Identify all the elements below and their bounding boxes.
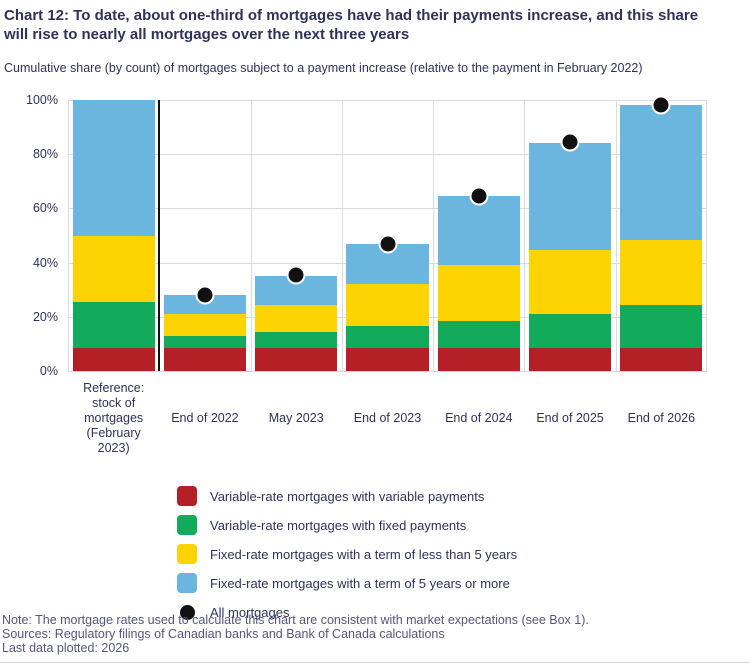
legend-color-swatch — [177, 573, 197, 593]
legend-item-0: Variable-rate mortgages with variable pa… — [177, 486, 517, 506]
x-label-5: End of 2025 — [536, 411, 604, 425]
column-separator-4 — [433, 100, 435, 371]
chart-title-line-2: will rise to nearly all mortgages over t… — [4, 26, 410, 43]
y-tick-60: 60% — [32, 201, 58, 216]
legend: Variable-rate mortgages with variable pa… — [177, 486, 517, 631]
bar-segment-cat4-series1 — [437, 320, 520, 348]
legend-item-1: Variable-rate mortgages with fixed payme… — [177, 515, 517, 535]
y-tick-0: 0% — [39, 364, 58, 378]
all-mortgages-dot-4 — [469, 186, 489, 206]
bar-segment-cat1-series3 — [163, 295, 247, 315]
legend-item-4: All mortgages — [177, 602, 517, 622]
legend-circle-marker — [179, 604, 195, 620]
bar-segment-cat5-series2 — [528, 250, 612, 315]
x-label-6: End of 2026 — [627, 411, 696, 425]
legend-item-label: Fixed-rate mortgages with a term of less… — [210, 546, 518, 562]
legend-item-label: All mortgages — [210, 604, 290, 620]
x-label-1: End of 2022 — [171, 411, 239, 425]
bar-segment-cat1-series0 — [163, 347, 247, 371]
chart-title: Chart 12: To date, about one-third of mo… — [4, 6, 748, 44]
legend-color-swatch — [177, 515, 197, 535]
x-label-4: End of 2024 — [445, 411, 513, 425]
reference-divider-line — [158, 100, 161, 371]
bar-segment-cat1-series2 — [163, 314, 247, 336]
bar-segment-cat6-series0 — [620, 347, 703, 371]
note-line: Note: The mortgage rates used to calcula… — [2, 613, 589, 627]
bar-segment-cat0-series3 — [72, 100, 155, 236]
column-separator-3 — [341, 100, 343, 371]
legend-item-label: Fixed-rate mortgages with a term of 5 ye… — [210, 575, 510, 591]
x-label-0: Reference: stock of mortgages (February … — [83, 381, 145, 455]
all-mortgages-dot-2 — [286, 265, 306, 285]
y-tick-100: 100% — [26, 93, 58, 107]
x-label-3: End of 2023 — [353, 411, 422, 425]
all-mortgages-dot-5 — [560, 132, 580, 152]
bar-segment-cat6-series1 — [620, 304, 703, 348]
gridline-60 — [68, 208, 707, 210]
gridline-0 — [68, 371, 707, 372]
gridline-80 — [68, 154, 707, 156]
bar-segment-cat5-series3 — [528, 143, 612, 251]
all-mortgages-dot-1 — [195, 285, 215, 305]
bar-segment-cat6-series2 — [620, 239, 703, 305]
last-data-line: Last data plotted: 2026 — [2, 641, 130, 655]
sources-line: Sources: Regulatory filings of Canadian … — [2, 627, 445, 641]
x-label-2: May 2023 — [268, 411, 324, 425]
column-separator-7 — [706, 100, 707, 371]
bar-segment-cat6-series3 — [620, 105, 703, 240]
bar-segment-cat4-series3 — [437, 196, 520, 266]
footnotes: Note: The mortgage rates used to calcula… — [2, 613, 748, 655]
bar-segment-cat5-series0 — [528, 347, 612, 371]
y-tick-40: 40% — [32, 255, 58, 270]
bar-segment-cat2-series1 — [255, 331, 338, 348]
y-tick-80: 80% — [32, 147, 58, 162]
bar-segment-cat2-series0 — [255, 347, 338, 371]
column-separator-6 — [615, 100, 617, 371]
column-separator-2 — [250, 100, 252, 371]
bar-segment-cat3-series1 — [346, 326, 429, 348]
all-mortgages-dot-6 — [651, 95, 671, 115]
bar-segment-cat1-series1 — [163, 335, 247, 348]
y-tick-20: 20% — [32, 309, 58, 324]
chart-subtitle: Cumulative share (by count) of mortgages… — [4, 61, 643, 75]
legend-item-label: Variable-rate mortgages with fixed payme… — [210, 517, 467, 533]
bar-segment-cat0-series2 — [72, 235, 155, 302]
bar-segment-cat5-series1 — [528, 314, 612, 348]
bottom-divider — [0, 662, 750, 663]
all-mortgages-dot-3 — [378, 234, 397, 254]
legend-color-swatch — [177, 544, 197, 564]
bar-segment-cat0-series1 — [72, 301, 155, 348]
bar-segment-cat0-series0 — [72, 347, 155, 371]
bar-segment-cat4-series0 — [437, 347, 520, 371]
legend-item-3: Fixed-rate mortgages with a term of 5 ye… — [177, 573, 517, 593]
column-separator-0 — [68, 100, 69, 371]
legend-item-label: Variable-rate mortgages with variable pa… — [210, 488, 485, 504]
legend-item-2: Fixed-rate mortgages with a term of less… — [177, 544, 517, 564]
chart-title-line-1: Chart 12: To date, about one-third of mo… — [4, 7, 699, 24]
plot-area — [68, 95, 707, 372]
bar-segment-cat3-series2 — [346, 284, 429, 327]
gridline-100 — [68, 100, 707, 101]
bar-segment-cat3-series0 — [346, 347, 429, 371]
bar-segment-cat4-series2 — [437, 265, 520, 321]
column-separator-5 — [524, 100, 526, 371]
legend-color-swatch — [177, 486, 197, 506]
bar-segment-cat2-series2 — [255, 304, 338, 332]
